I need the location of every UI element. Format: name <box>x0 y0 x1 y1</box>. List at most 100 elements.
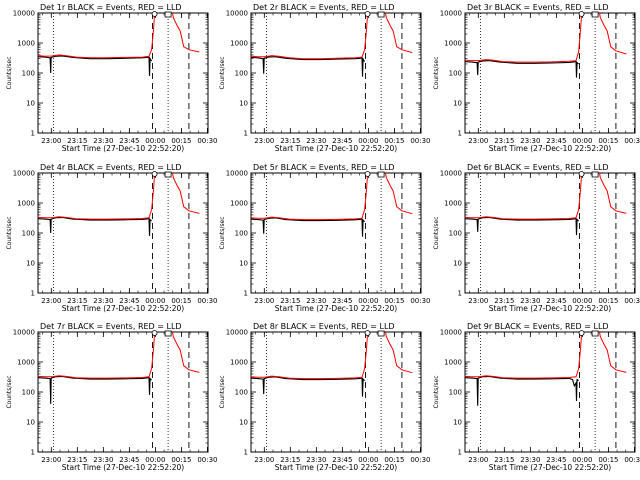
panel-det-2: Det 2r BLACK = Events, RED = LLD 1 10 100 10… <box>219 3 431 153</box>
plot-frame <box>464 172 636 294</box>
y-tick-label: 10000 <box>226 170 248 178</box>
y-tick-label: 10 <box>239 260 248 268</box>
x-axis-label: Start Time (27-Dec-10 22:52:20) <box>275 304 397 313</box>
y-tick-label: 1000 <box>444 359 462 367</box>
y-tick-label: 1 <box>244 130 248 138</box>
y-tick-label: 10000 <box>13 10 35 18</box>
y-tick-label: 1 <box>458 130 462 138</box>
x-tick-label: 23:15 <box>280 137 300 145</box>
series-line-events <box>38 55 153 76</box>
x-axis-label: Start Time (27-Dec-10 22:52:20) <box>62 463 184 472</box>
y-tick-label: 1 <box>31 290 35 298</box>
x-tick-label: 00:30 <box>624 456 640 464</box>
series-line-events <box>251 217 365 237</box>
x-tick-label: 00:00 <box>572 297 592 305</box>
x-tick-label: 23:45 <box>119 456 139 464</box>
x-tick-label: 23:15 <box>67 456 87 464</box>
saturation-marker <box>364 330 371 336</box>
y-tick-label: 1000 <box>444 40 462 48</box>
y-tick-label: 1000 <box>17 200 35 208</box>
y-axis-label: Counts/sec <box>219 375 226 408</box>
plot-frame <box>250 172 422 294</box>
x-tick-label: 00:30 <box>410 456 430 464</box>
x-tick-label: 23:00 <box>41 456 61 464</box>
x-tick-label: 00:15 <box>598 137 618 145</box>
y-tick-label: 10 <box>239 100 248 108</box>
x-tick-label: 23:45 <box>119 297 139 305</box>
x-tick-label: 23:30 <box>93 456 113 464</box>
saturation-marker <box>578 171 585 177</box>
panel-title: Det 5r BLACK = Events, RED = LLD <box>253 163 395 172</box>
panel-det-3: Det 3r BLACK = Events, RED = LLD 1 10 100 10… <box>433 3 640 153</box>
x-tick-label: 00:00 <box>145 297 165 305</box>
saturation-box-marker <box>164 330 172 337</box>
x-tick-label: 00:30 <box>197 137 217 145</box>
y-axis-label: Counts/sec <box>219 216 226 249</box>
x-tick-label: 00:00 <box>358 297 378 305</box>
x-tick-label: 23:00 <box>468 297 488 305</box>
y-tick-label: 10 <box>453 419 462 427</box>
x-tick-label: 23:15 <box>494 137 514 145</box>
x-tick-label: 00:00 <box>572 456 592 464</box>
y-tick-label: 10000 <box>440 170 462 178</box>
series-line-lld <box>465 173 627 220</box>
panel-title: Det 7r BLACK = Events, RED = LLD <box>40 322 182 331</box>
x-tick-label: 00:30 <box>197 456 217 464</box>
x-tick-label: 23:15 <box>494 297 514 305</box>
plot-frame <box>37 12 209 134</box>
series-line-events <box>465 216 579 236</box>
y-tick-label: 10 <box>239 419 248 427</box>
x-tick-label: 23:15 <box>280 297 300 305</box>
x-tick-label: 23:00 <box>468 137 488 145</box>
saturation-box-marker <box>164 11 172 18</box>
y-tick-label: 10000 <box>226 329 248 337</box>
y-tick-label: 1 <box>458 290 462 298</box>
saturation-box-marker <box>377 330 385 337</box>
x-tick-label: 00:15 <box>384 297 404 305</box>
x-tick-label: 23:15 <box>67 297 87 305</box>
x-axis-label: Start Time (27-Dec-10 22:52:20) <box>489 144 611 153</box>
plot-frame <box>464 12 636 134</box>
saturation-box-marker <box>164 171 172 178</box>
series-group <box>251 332 413 397</box>
y-tick-label: 1000 <box>17 40 35 48</box>
y-tick-label: 1 <box>31 449 35 457</box>
x-tick-label: 23:30 <box>520 137 540 145</box>
series-group <box>38 332 200 404</box>
x-tick-label: 23:30 <box>306 456 326 464</box>
panel-title: Det 3r BLACK = Events, RED = LLD <box>467 3 609 12</box>
x-tick-label: 23:45 <box>119 137 139 145</box>
saturation-box-marker <box>591 11 599 18</box>
plot-frame <box>250 331 422 453</box>
y-axis-label: Counts/sec <box>6 56 13 89</box>
y-axis-label: Counts/sec <box>433 56 440 89</box>
x-tick-label: 00:30 <box>410 137 430 145</box>
saturation-marker <box>151 11 158 17</box>
y-tick-label: 10 <box>453 260 462 268</box>
y-tick-label: 100 <box>449 230 462 238</box>
series-line-events <box>465 60 579 78</box>
series-group <box>465 13 627 78</box>
x-tick-label: 23:15 <box>67 137 87 145</box>
x-tick-label: 00:15 <box>171 137 191 145</box>
y-tick-label: 10000 <box>13 170 35 178</box>
y-tick-label: 100 <box>22 230 35 238</box>
series-line-events <box>465 375 579 406</box>
x-tick-label: 00:00 <box>358 137 378 145</box>
x-tick-label: 23:45 <box>546 297 566 305</box>
x-tick-label: 23:30 <box>93 297 113 305</box>
x-tick-label: 23:00 <box>41 297 61 305</box>
x-axis-label: Start Time (27-Dec-10 22:52:20) <box>62 144 184 153</box>
x-axis-label: Start Time (27-Dec-10 22:52:20) <box>489 304 611 313</box>
series-line-lld <box>38 332 200 379</box>
y-tick-label: 100 <box>235 389 248 397</box>
series-group <box>38 173 200 236</box>
x-tick-label: 23:00 <box>41 137 61 145</box>
x-tick-label: 00:15 <box>598 297 618 305</box>
x-tick-label: 23:45 <box>332 297 352 305</box>
panel-det-8: Det 8r BLACK = Events, RED = LLD 1 10 100 10… <box>219 322 431 472</box>
y-tick-label: 10000 <box>440 10 462 18</box>
x-tick-label: 23:30 <box>520 456 540 464</box>
x-tick-label: 00:30 <box>624 297 640 305</box>
saturation-marker <box>151 171 158 177</box>
